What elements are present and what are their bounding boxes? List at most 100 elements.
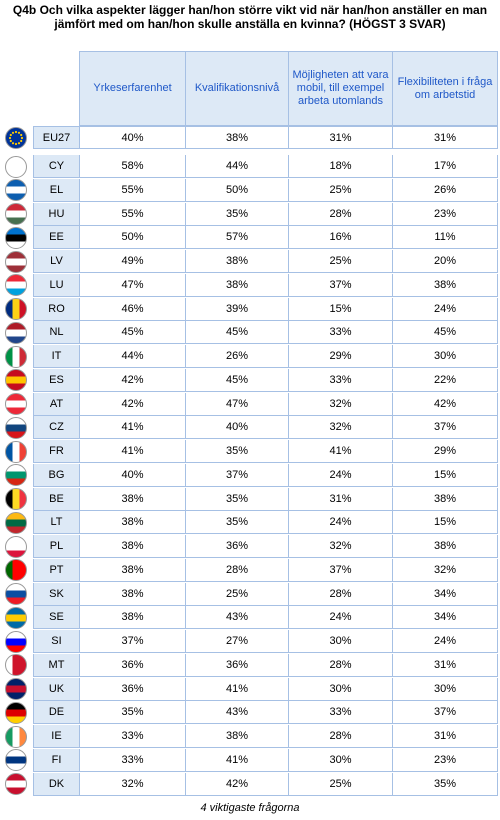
value-cell: 28%: [288, 202, 392, 226]
value-cell: 41%: [185, 748, 288, 772]
value-cell: 46%: [79, 297, 185, 321]
value-cell: 32%: [79, 772, 185, 796]
table-row: UK 36% 41% 30% 30%: [0, 677, 498, 701]
value-cell: 23%: [392, 202, 498, 226]
value-cell: 25%: [288, 178, 392, 202]
value-cell: 38%: [185, 250, 288, 273]
flag-icon-fi: [5, 749, 27, 772]
table-row: SK 38% 25% 28% 34%: [0, 582, 498, 606]
flag-icon-be: [5, 488, 27, 510]
value-cell: 35%: [185, 511, 288, 535]
value-cell: 30%: [392, 677, 498, 701]
value-cell: 30%: [288, 677, 392, 701]
country-code: BG: [33, 463, 79, 487]
value-cell: 40%: [79, 126, 185, 149]
value-cell: 43%: [185, 701, 288, 725]
value-cell: 30%: [288, 748, 392, 772]
value-cell: 43%: [185, 606, 288, 630]
value-cell: 42%: [392, 392, 498, 416]
value-cell: 35%: [185, 487, 288, 511]
value-cell: 33%: [79, 748, 185, 772]
value-cell: 15%: [288, 297, 392, 321]
country-code: AT: [33, 392, 79, 416]
value-cell: 33%: [288, 321, 392, 345]
table-row: ES 42% 45% 33% 22%: [0, 368, 498, 392]
country-code: SK: [33, 582, 79, 606]
table-row: IE 33% 38% 28% 31%: [0, 725, 498, 748]
flag-icon-pt: [5, 559, 27, 582]
value-cell: 37%: [392, 416, 498, 440]
value-cell: 26%: [185, 345, 288, 368]
value-cell: 25%: [288, 772, 392, 796]
flag-icon-cz: [5, 416, 27, 439]
flag-icon-dk: [5, 773, 27, 795]
value-cell: 32%: [288, 416, 392, 440]
value-cell: 55%: [79, 202, 185, 226]
value-cell: 30%: [288, 630, 392, 653]
value-cell: 47%: [79, 273, 185, 297]
value-cell: 41%: [79, 416, 185, 440]
table-row: NL 45% 45% 33% 45%: [0, 321, 498, 345]
value-cell: 32%: [288, 392, 392, 416]
value-cell: 33%: [79, 725, 185, 748]
column-header-2: Möjligheten att vara mobil, till exempel…: [288, 51, 392, 126]
table-row: BG 40% 37% 24% 15%: [0, 463, 498, 487]
country-code: SE: [33, 606, 79, 630]
country-code: EE: [33, 226, 79, 250]
value-cell: 41%: [185, 677, 288, 701]
value-cell: 24%: [392, 630, 498, 653]
value-cell: 35%: [185, 202, 288, 226]
value-cell: 50%: [185, 178, 288, 202]
value-cell: 30%: [392, 345, 498, 368]
column-header-1: Kvalifikationsnivå: [185, 51, 288, 126]
table-row: IT 44% 26% 29% 30%: [0, 345, 498, 368]
value-cell: 35%: [185, 440, 288, 463]
value-cell: 28%: [185, 558, 288, 582]
table-row: EL 55% 50% 25% 26%: [0, 178, 498, 202]
value-cell: 37%: [185, 463, 288, 487]
value-cell: 42%: [79, 368, 185, 392]
table-row: BE 38% 35% 31% 38%: [0, 487, 498, 511]
value-cell: 37%: [392, 701, 498, 725]
flag-icon-ro: [5, 298, 27, 320]
value-cell: 16%: [288, 226, 392, 250]
value-cell: 58%: [79, 155, 185, 178]
country-code: LU: [33, 273, 79, 297]
value-cell: 47%: [185, 392, 288, 416]
table-row: AT 42% 47% 32% 42%: [0, 392, 498, 416]
value-cell: 32%: [392, 558, 498, 582]
value-cell: 38%: [79, 535, 185, 558]
country-code: UK: [33, 677, 79, 701]
value-cell: 38%: [392, 487, 498, 511]
flag-icon-bg: [5, 464, 27, 487]
table-row: DK 32% 42% 25% 35%: [0, 772, 498, 796]
country-code: PT: [33, 558, 79, 582]
table-row: DE 35% 43% 33% 37%: [0, 701, 498, 725]
value-cell: 28%: [288, 725, 392, 748]
value-cell: 17%: [392, 155, 498, 178]
value-cell: 38%: [79, 582, 185, 606]
table-row: LU 47% 38% 37% 38%: [0, 273, 498, 297]
country-code: IT: [33, 345, 79, 368]
value-cell: 49%: [79, 250, 185, 273]
country-code: FR: [33, 440, 79, 463]
value-cell: 24%: [288, 511, 392, 535]
value-cell: 38%: [392, 535, 498, 558]
table-row: FR 41% 35% 41% 29%: [0, 440, 498, 463]
value-cell: 24%: [392, 297, 498, 321]
value-cell: 18%: [288, 155, 392, 178]
flag-icon-de: [5, 701, 27, 724]
value-cell: 36%: [79, 677, 185, 701]
table-row: LT 38% 35% 24% 15%: [0, 511, 498, 535]
value-cell: 38%: [392, 273, 498, 297]
value-cell: 36%: [185, 535, 288, 558]
value-cell: 41%: [288, 440, 392, 463]
flag-icon-it: [5, 345, 27, 368]
country-code: LT: [33, 511, 79, 535]
country-code: EL: [33, 178, 79, 202]
value-cell: 15%: [392, 511, 498, 535]
column-header-3: Flexibiliteten i fråga om arbetstid: [392, 51, 498, 126]
table-row: MT 36% 36% 28% 31%: [0, 653, 498, 677]
footnote: 4 viktigaste frågorna: [200, 802, 300, 814]
table-row: PT 38% 28% 37% 32%: [0, 558, 498, 582]
